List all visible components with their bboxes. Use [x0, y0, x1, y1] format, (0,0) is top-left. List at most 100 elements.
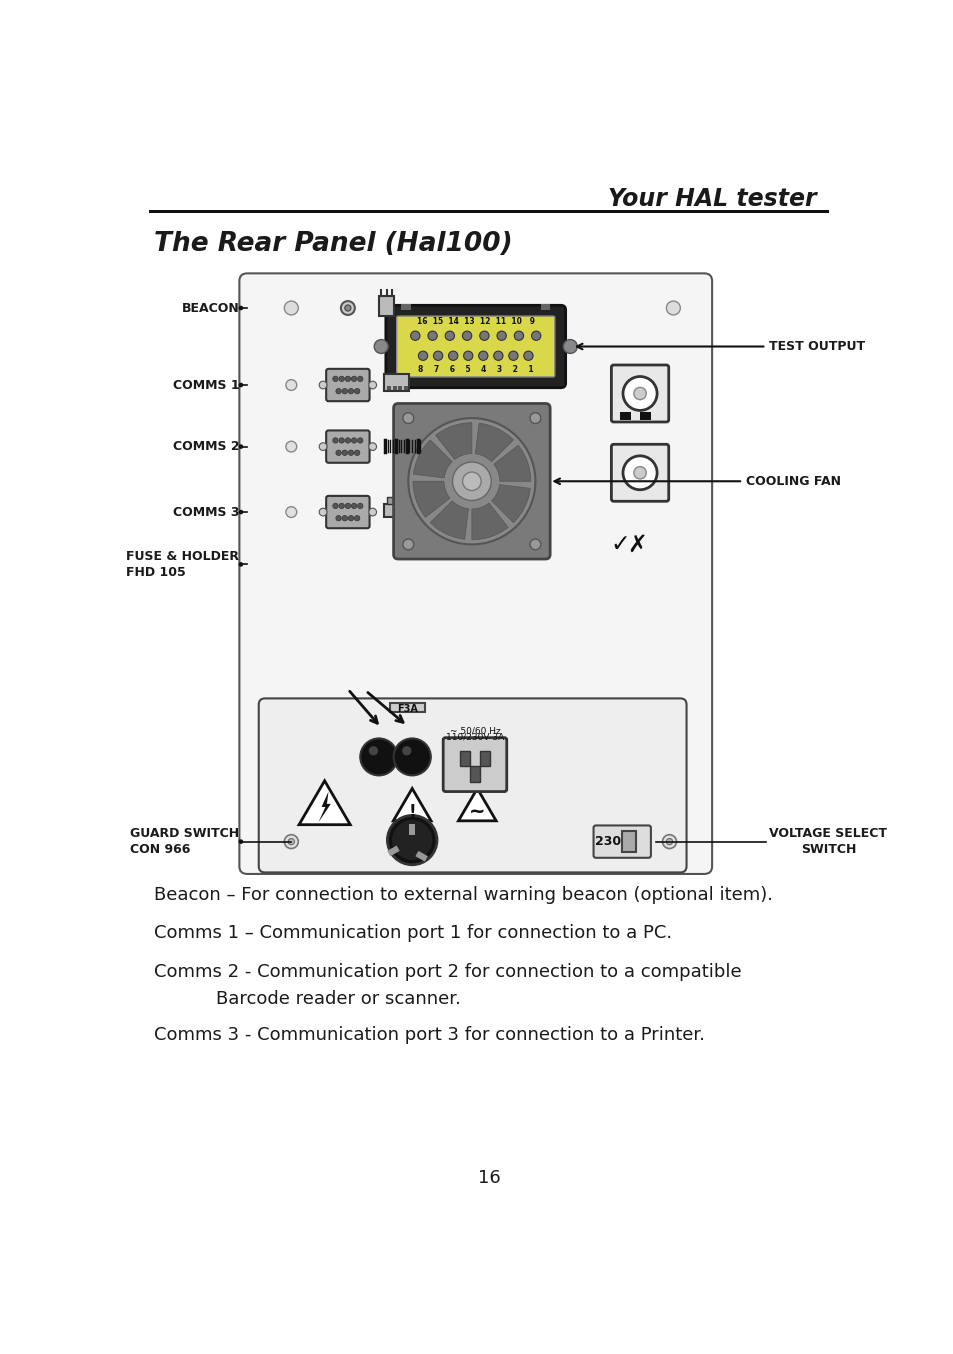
FancyBboxPatch shape: [593, 826, 650, 858]
Bar: [621, 831, 636, 853]
Circle shape: [351, 437, 356, 443]
Circle shape: [333, 437, 337, 443]
FancyBboxPatch shape: [396, 315, 555, 376]
Circle shape: [355, 516, 359, 521]
Circle shape: [530, 539, 540, 550]
Circle shape: [387, 815, 436, 865]
Bar: [387, 845, 399, 856]
Bar: [470, 766, 479, 781]
Circle shape: [374, 340, 388, 353]
Circle shape: [408, 418, 535, 544]
Circle shape: [666, 838, 672, 845]
FancyBboxPatch shape: [326, 496, 369, 528]
Text: Barcode reader or scanner.: Barcode reader or scanner.: [216, 990, 460, 1009]
Circle shape: [342, 450, 347, 455]
Text: ~: ~: [469, 802, 485, 821]
Text: !: !: [408, 803, 416, 821]
Circle shape: [319, 382, 327, 389]
Circle shape: [345, 376, 350, 382]
Text: 8    7    6    5    4    3    2    1: 8 7 6 5 4 3 2 1: [417, 366, 533, 374]
Circle shape: [238, 306, 243, 310]
Circle shape: [478, 351, 487, 360]
Circle shape: [357, 437, 362, 443]
Circle shape: [286, 441, 296, 452]
Text: Beacon – For connection to external warning beacon (optional item).: Beacon – For connection to external warn…: [154, 886, 772, 903]
Wedge shape: [472, 504, 508, 540]
Bar: [390, 703, 424, 712]
Bar: [393, 386, 396, 390]
Wedge shape: [413, 440, 452, 478]
Circle shape: [508, 351, 517, 360]
Polygon shape: [318, 792, 331, 822]
Circle shape: [633, 387, 645, 399]
Bar: [387, 386, 391, 390]
Circle shape: [448, 351, 457, 360]
Circle shape: [345, 437, 350, 443]
FancyBboxPatch shape: [326, 368, 369, 401]
Text: The Rear Panel (Hal100): The Rear Panel (Hal100): [154, 232, 512, 257]
Circle shape: [479, 332, 489, 340]
Circle shape: [531, 332, 540, 340]
Circle shape: [463, 351, 473, 360]
Text: 16  15  14  13  12  11  10   9: 16 15 14 13 12 11 10 9: [416, 317, 535, 326]
Bar: [403, 386, 407, 390]
Circle shape: [394, 738, 431, 776]
Circle shape: [497, 332, 506, 340]
FancyBboxPatch shape: [611, 444, 668, 501]
Circle shape: [348, 516, 354, 521]
Bar: [480, 750, 489, 766]
Circle shape: [462, 332, 472, 340]
Polygon shape: [458, 788, 496, 821]
Bar: [540, 303, 550, 310]
Text: ~ 50/60 Hz: ~ 50/60 Hz: [449, 726, 499, 735]
FancyBboxPatch shape: [385, 305, 565, 387]
FancyBboxPatch shape: [258, 699, 686, 872]
Circle shape: [333, 376, 337, 382]
FancyBboxPatch shape: [611, 366, 668, 422]
Wedge shape: [436, 422, 472, 459]
Circle shape: [355, 389, 359, 394]
Circle shape: [462, 473, 480, 490]
Circle shape: [338, 437, 344, 443]
Text: 230: 230: [595, 835, 620, 848]
Bar: [387, 497, 399, 504]
Circle shape: [562, 340, 577, 353]
Circle shape: [238, 444, 243, 450]
Circle shape: [286, 506, 296, 517]
FancyBboxPatch shape: [394, 403, 550, 559]
Bar: [397, 386, 402, 390]
Circle shape: [360, 738, 397, 776]
Circle shape: [369, 746, 377, 756]
Circle shape: [392, 821, 432, 860]
Circle shape: [433, 351, 442, 360]
Circle shape: [622, 376, 657, 410]
Circle shape: [238, 839, 243, 844]
Text: Comms 1 – Communication port 1 for connection to a PC.: Comms 1 – Communication port 1 for conne…: [154, 923, 672, 942]
Bar: [401, 303, 410, 310]
Text: TEST OUTPUT: TEST OUTPUT: [769, 340, 864, 353]
Circle shape: [355, 450, 359, 455]
Text: Comms 2 - Communication port 2 for connection to a compatible: Comms 2 - Communication port 2 for conne…: [154, 963, 741, 980]
Wedge shape: [491, 485, 530, 523]
Text: F3A: F3A: [396, 704, 417, 714]
Circle shape: [319, 508, 327, 516]
Text: GUARD SWITCH
CON 966: GUARD SWITCH CON 966: [131, 827, 239, 856]
Text: COMMS 2: COMMS 2: [172, 440, 239, 454]
Circle shape: [493, 351, 502, 360]
Circle shape: [514, 332, 523, 340]
Circle shape: [348, 389, 354, 394]
Wedge shape: [475, 424, 513, 462]
Circle shape: [238, 383, 243, 387]
Bar: [409, 825, 415, 834]
Circle shape: [284, 834, 298, 849]
Circle shape: [351, 376, 356, 382]
FancyBboxPatch shape: [326, 431, 369, 463]
Circle shape: [348, 450, 354, 455]
FancyBboxPatch shape: [239, 274, 711, 873]
Bar: [149, 210, 828, 214]
Circle shape: [351, 504, 356, 509]
Circle shape: [402, 539, 414, 550]
Circle shape: [335, 389, 341, 394]
Circle shape: [418, 351, 427, 360]
Circle shape: [661, 834, 676, 849]
